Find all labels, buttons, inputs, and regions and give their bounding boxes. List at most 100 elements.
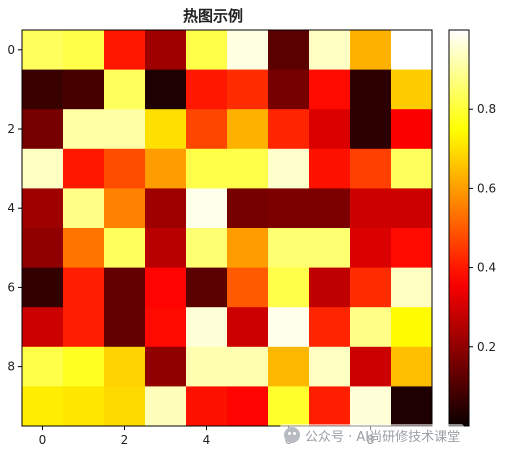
heatmap-cell [227,307,269,348]
heatmap-cell [63,69,105,110]
heatmap-cell [391,188,433,229]
x-tick-label: 4 [203,433,211,447]
heatmap-cell [391,109,433,150]
heatmap-cell [186,386,228,427]
watermark-text: 公众号 · AI尚研修技术课堂 [305,429,461,445]
heatmap-cell [391,267,433,308]
heatmap-cell [22,228,64,268]
heatmap-cell [186,109,228,150]
heatmap-cell [309,109,351,150]
heatmap-cell [391,30,433,70]
heatmap-cell [186,69,228,110]
heatmap-cell [391,228,433,268]
heatmap-cell [227,148,269,189]
heatmap-cell [227,228,269,268]
colorbar-tick-label: 0.8 [477,102,496,116]
x-tick-label: 0 [39,433,47,447]
heatmap-cell [186,148,228,189]
heatmap-cell [268,346,310,387]
heatmap-cell [104,267,146,308]
colorbar-tick-label: 0.6 [477,181,496,195]
heatmap-cell [186,30,228,70]
heatmap-cell [350,228,392,268]
heatmap-cell [63,30,105,70]
heatmap-cell [145,148,187,189]
heatmap-cell [186,346,228,387]
heatmap-cell [268,109,310,150]
heatmap-cell [268,30,310,70]
y-tick-label: 4 [7,201,15,215]
heatmap-cell [104,188,146,229]
heatmap-cell [268,267,310,308]
heatmap-cell [186,267,228,308]
heatmap-cell [309,188,351,229]
heatmap-cell [227,188,269,229]
plot-frame [21,29,433,427]
heatmap-cell [309,267,351,308]
heatmap-cells [22,30,433,427]
heatmap-cell [22,148,64,189]
y-tick-label: 6 [7,280,15,294]
heatmap-cell [145,228,187,268]
heatmap-cell [391,386,433,427]
heatmap-cell [145,69,187,110]
y-tick-label: 2 [7,122,15,136]
heatmap-cell [391,346,433,387]
heatmap-cell [104,386,146,427]
heatmap-cell [104,307,146,348]
wechat-icon [284,427,300,443]
heatmap-cell [350,188,392,229]
x-tick-label: 2 [121,433,129,447]
heatmap-cell [350,346,392,387]
heatmap-cell [309,69,351,110]
heatmap-cell [268,69,310,110]
heatmap-cell [63,386,105,427]
heatmap-cell [63,346,105,387]
heatmap-cell [145,267,187,308]
y-tick-label: 0 [7,43,15,57]
heatmap-cell [227,69,269,110]
heatmap-cell [186,307,228,348]
colorbar-ticks: 0.2 0.4 0.6 0.8 [469,102,496,354]
heatmap-cell [145,307,187,348]
heatmap-cell [309,148,351,189]
heatmap-cell [22,307,64,348]
heatmap-cell [309,346,351,387]
heatmap-cell [227,267,269,308]
heatmap-cell [145,109,187,150]
heatmap-cell [391,148,433,189]
heatmap-cell [145,188,187,229]
heatmap-cell [145,386,187,427]
heatmap-cell [22,30,64,70]
heatmap-cell [63,109,105,150]
heatmap-cell [268,307,310,348]
watermark: 公众号 · AI尚研修技术课堂 [280,424,465,446]
heatmap-cell [227,109,269,150]
heatmap-cell [145,30,187,70]
heatmap-cell [22,188,64,229]
heatmap-cell [391,69,433,110]
heatmap-cell [22,386,64,427]
heatmap-cell [63,307,105,348]
heatmap-cell [104,30,146,70]
heatmap-cell [350,267,392,308]
heatmap-cell [104,228,146,268]
heatmap-cell [22,69,64,110]
heatmap-cell [63,188,105,229]
y-axis: 0 2 4 6 8 [7,43,22,374]
heatmap-cell [309,228,351,268]
heatmap-cell [63,228,105,268]
heatmap-cell [227,30,269,70]
heatmap-cell [104,109,146,150]
colorbar [448,29,470,427]
heatmap-cell [63,267,105,308]
heatmap-cell [104,148,146,189]
heatmap-cell [350,69,392,110]
heatmap-cell [186,188,228,229]
heatmap-cell [350,386,392,427]
heatmap-cell [22,267,64,308]
heatmap-cell [145,346,187,387]
heatmap-cell [309,386,351,427]
heatmap-cell [104,69,146,110]
